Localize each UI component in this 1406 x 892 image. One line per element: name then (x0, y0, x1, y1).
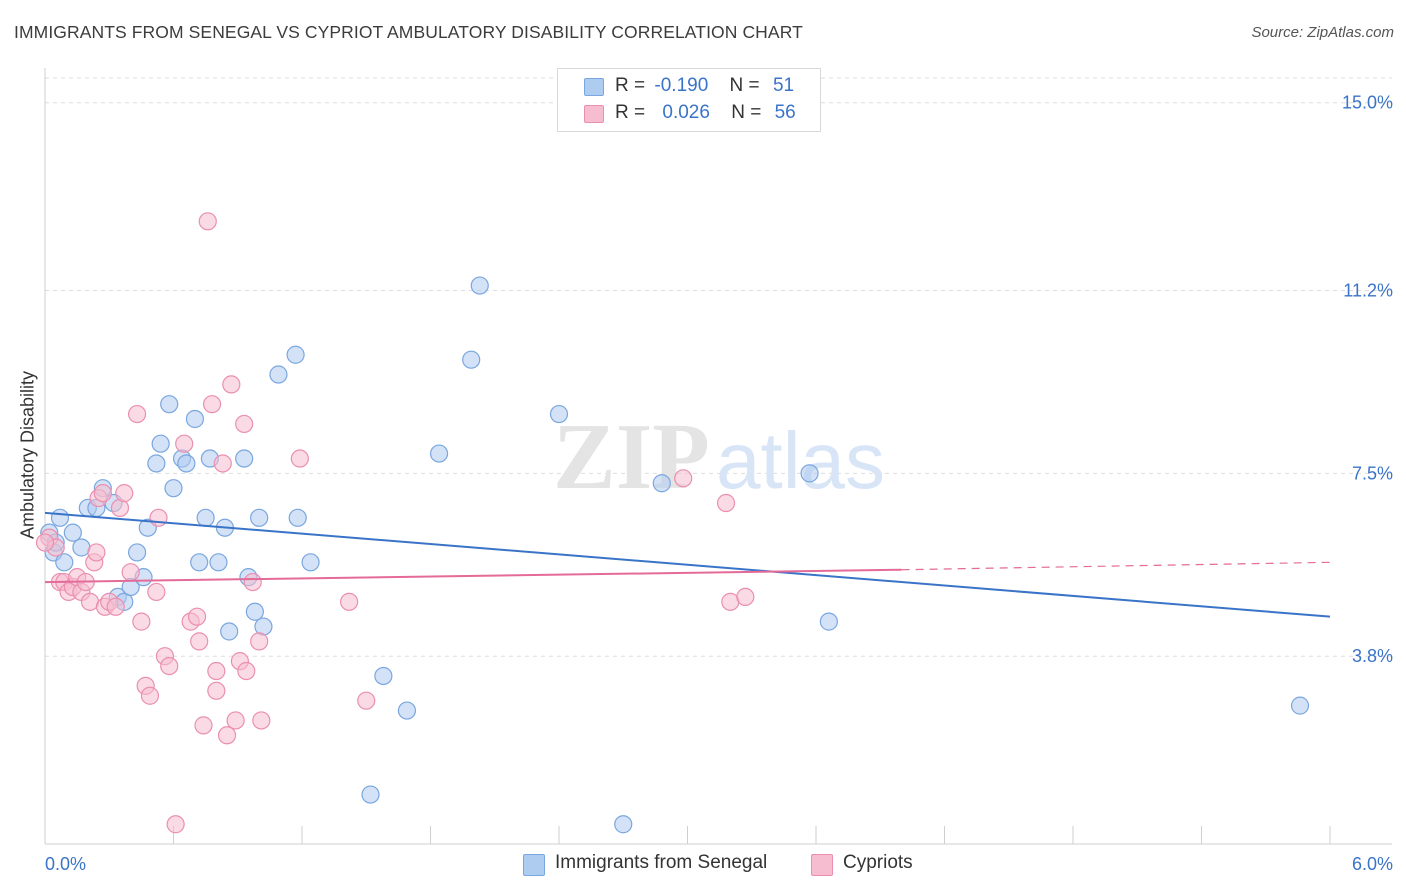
data-point[interactable] (357, 691, 376, 710)
data-point[interactable] (250, 508, 269, 527)
data-point[interactable] (177, 454, 196, 473)
data-point[interactable] (164, 479, 183, 498)
trend-line-cypriots (44, 568, 902, 584)
data-point[interactable] (185, 409, 205, 429)
data-point[interactable] (127, 404, 147, 424)
legend-label: Cypriots (843, 852, 913, 873)
data-point[interactable] (132, 612, 151, 631)
source-label: Source: ZipAtlas.com (1251, 24, 1394, 41)
data-point[interactable] (202, 395, 222, 414)
data-point[interactable] (196, 508, 215, 527)
data-point[interactable] (800, 464, 819, 483)
data-point[interactable] (166, 815, 185, 834)
legend-label: Immigrants from Senegal (555, 852, 768, 873)
data-point[interactable] (397, 701, 417, 720)
data-point[interactable] (674, 469, 693, 488)
data-point[interactable] (301, 553, 320, 572)
data-point[interactable] (652, 474, 671, 493)
x-tick-label: 6.0% (1352, 854, 1393, 874)
blue-swatch (584, 78, 604, 96)
blue-swatch (523, 854, 545, 876)
data-point[interactable] (252, 711, 271, 730)
y-tick-label: 7.5% (1352, 463, 1393, 483)
data-point[interactable] (290, 449, 309, 468)
n-value: 51 (772, 75, 795, 96)
data-point[interactable] (149, 508, 168, 527)
trend-line-senegal (44, 511, 1331, 618)
data-point[interactable] (87, 543, 106, 562)
data-point[interactable] (127, 543, 147, 562)
data-point[interactable] (245, 602, 264, 621)
data-point[interactable] (340, 592, 359, 611)
watermark-atlas: atlas (716, 416, 885, 505)
data-point[interactable] (198, 212, 217, 231)
data-point[interactable] (55, 553, 74, 572)
data-point[interactable] (151, 434, 170, 453)
data-point[interactable] (361, 785, 380, 804)
y-axis-label: Ambulatory Disability (17, 370, 38, 540)
r-label: R = (615, 75, 646, 96)
n-value: 56 (774, 102, 796, 123)
data-point[interactable] (147, 454, 166, 473)
data-point[interactable] (716, 493, 736, 513)
r-value: 0.026 (662, 102, 710, 123)
data-point[interactable] (140, 686, 160, 705)
watermark-zip: ZIP (553, 405, 710, 509)
data-point[interactable] (614, 815, 633, 834)
r-value: -0.190 (654, 75, 709, 96)
data-point[interactable] (121, 563, 140, 582)
x-tick-label: 0.0% (45, 854, 86, 874)
data-point[interactable] (187, 607, 207, 626)
data-point[interactable] (63, 523, 82, 542)
data-point[interactable] (819, 612, 838, 631)
data-point[interactable] (286, 345, 305, 364)
data-point[interactable] (374, 666, 393, 686)
data-point[interactable] (429, 444, 449, 463)
data-point[interactable] (220, 622, 239, 641)
data-point[interactable] (237, 661, 256, 681)
pink-swatch (811, 854, 833, 876)
trend-line-cypriots-extension (901, 561, 1331, 571)
data-point[interactable] (1290, 696, 1310, 715)
data-point[interactable] (549, 404, 569, 424)
data-point[interactable] (226, 711, 245, 730)
data-point[interactable] (243, 572, 262, 592)
pink-swatch (584, 105, 604, 123)
data-point[interactable] (462, 350, 481, 369)
data-point[interactable] (222, 375, 241, 394)
n-label: N = (729, 75, 760, 96)
data-point[interactable] (470, 276, 489, 295)
data-point[interactable] (194, 716, 213, 735)
n-label: N = (731, 102, 762, 123)
data-point[interactable] (209, 553, 228, 572)
data-point[interactable] (235, 449, 254, 468)
data-point[interactable] (213, 454, 232, 473)
data-point[interactable] (269, 365, 288, 384)
data-point[interactable] (190, 632, 209, 651)
data-point[interactable] (160, 656, 179, 676)
data-point[interactable] (190, 553, 209, 572)
y-tick-label: 15.0% (1342, 93, 1393, 113)
data-point[interactable] (147, 582, 166, 602)
data-point[interactable] (50, 508, 70, 527)
data-point[interactable] (736, 587, 755, 607)
data-point[interactable] (106, 597, 125, 616)
data-point[interactable] (207, 681, 226, 700)
y-tick-label: 11.2% (1343, 281, 1393, 301)
r-label: R = (615, 102, 646, 123)
data-point[interactable] (235, 414, 254, 434)
data-point[interactable] (217, 726, 237, 745)
data-point[interactable] (35, 533, 55, 552)
data-point[interactable] (250, 632, 269, 651)
data-point[interactable] (175, 434, 194, 453)
correlation-legend: R = -0.190 N = 51 R = 0.026 N = 56 (557, 68, 821, 132)
y-tick-label: 3.8% (1352, 646, 1393, 666)
data-point[interactable] (93, 484, 112, 503)
data-point[interactable] (207, 661, 226, 681)
data-point[interactable] (160, 395, 179, 414)
data-point[interactable] (115, 484, 134, 503)
chart-title: IMMIGRANTS FROM SENEGAL VS CYPRIOT AMBUL… (14, 22, 803, 42)
data-point[interactable] (288, 508, 307, 527)
